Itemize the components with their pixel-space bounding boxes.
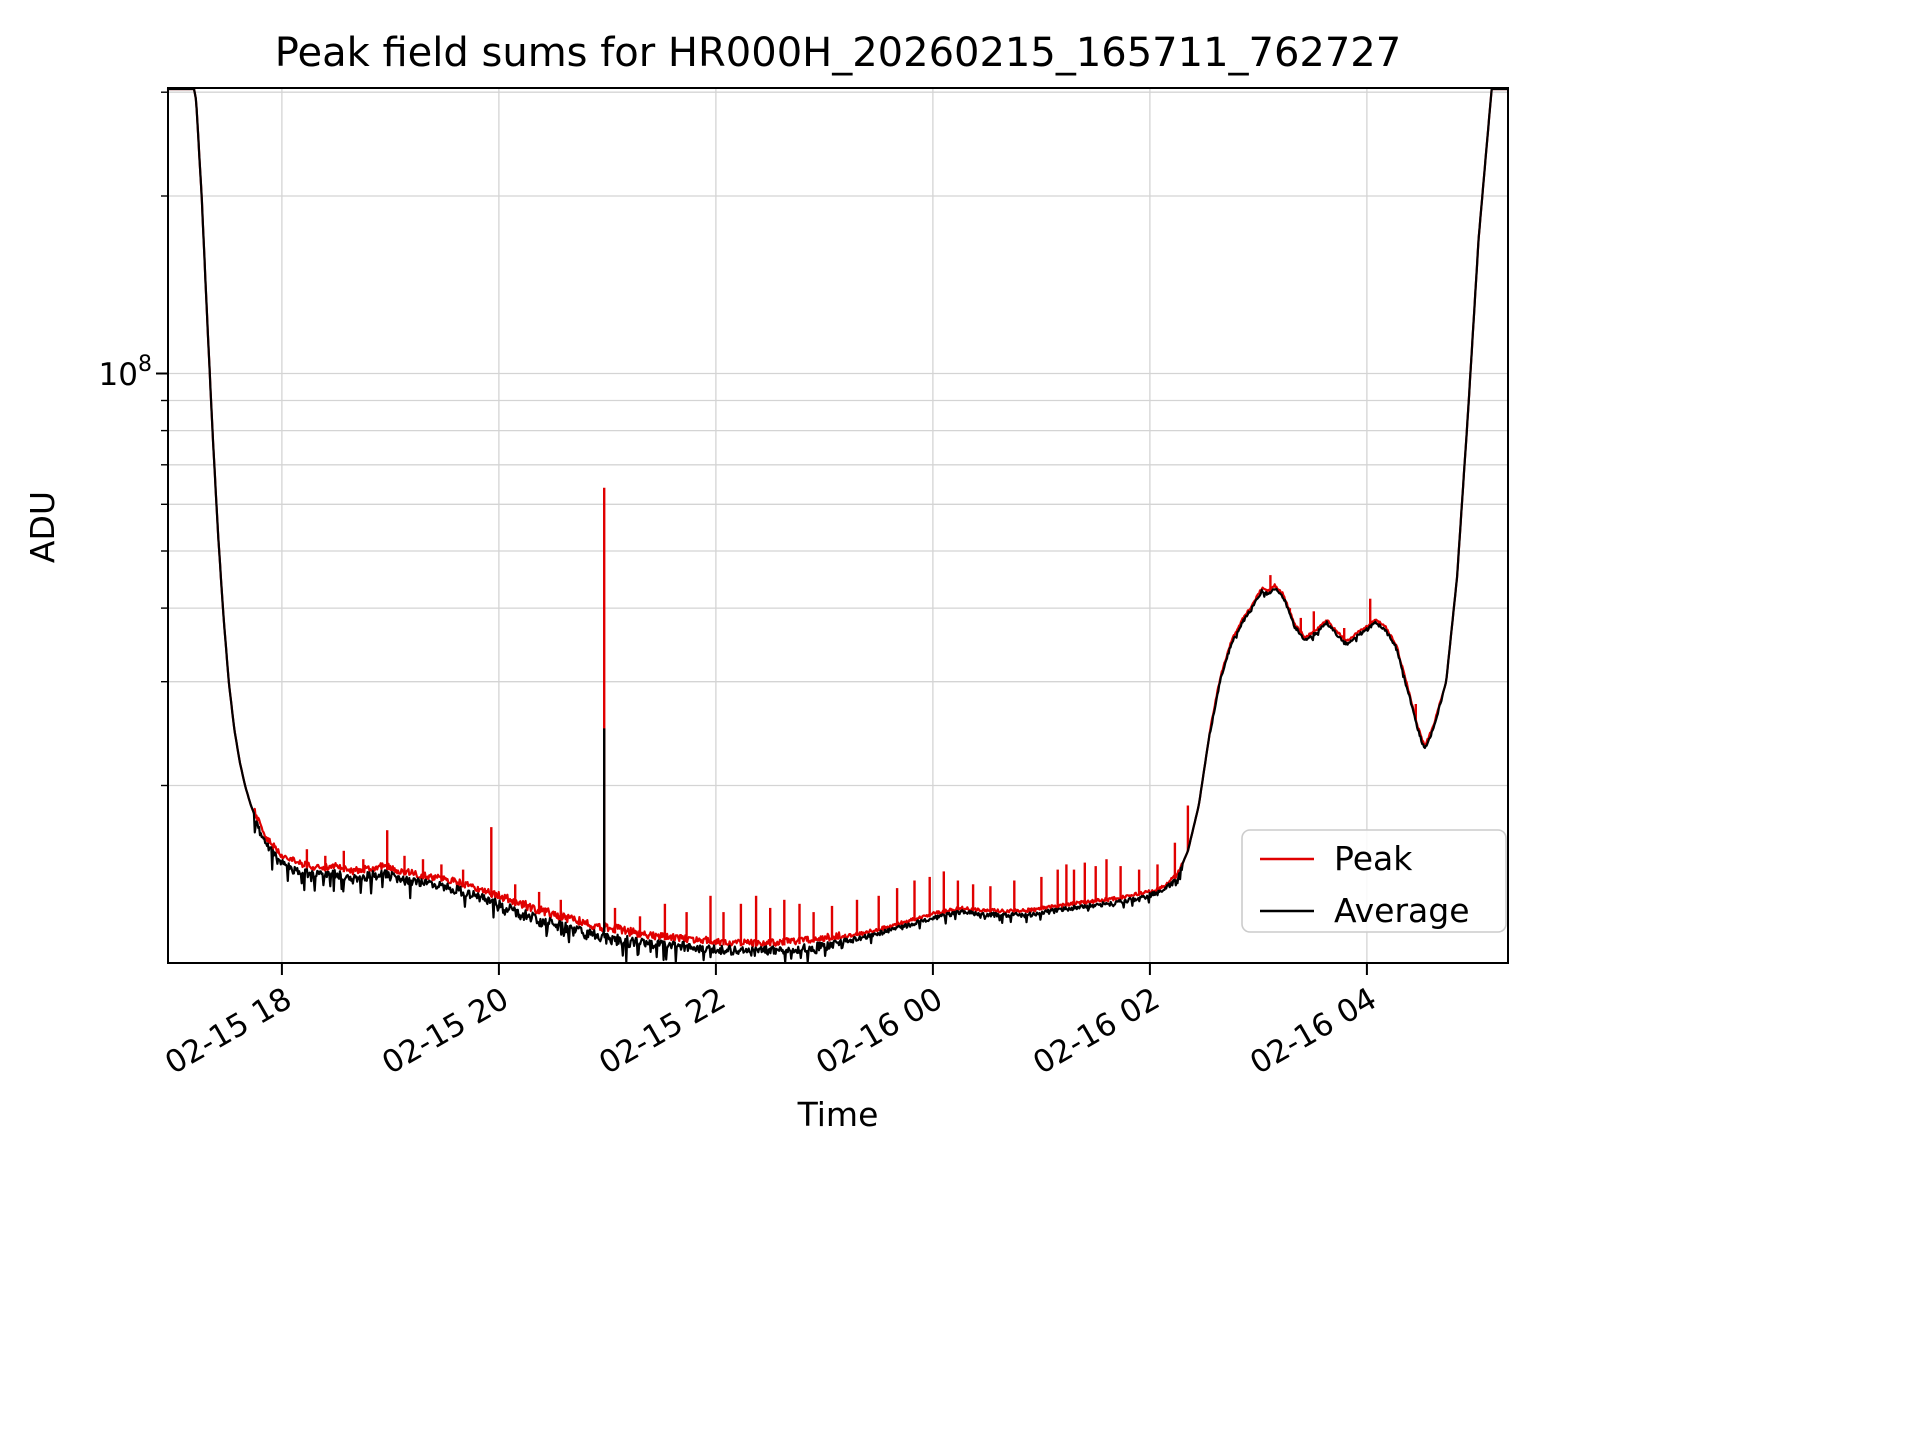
y-tick-label: 108 xyxy=(99,352,152,393)
peak-line xyxy=(166,87,1509,948)
plot-frame xyxy=(167,87,1509,964)
x-tick-label: 02-15 18 xyxy=(159,981,298,1082)
x-tick-label: 02-16 04 xyxy=(1244,981,1383,1082)
legend-box xyxy=(1241,829,1507,933)
grid-layer xyxy=(168,88,1508,963)
legend: Peak Average xyxy=(1241,829,1507,933)
x-axis-label: Time xyxy=(797,1095,879,1134)
x-tick-label: 02-16 02 xyxy=(1027,981,1166,1082)
chart-title: Peak field sums for HR000H_20260215_1657… xyxy=(275,30,1401,76)
average-line xyxy=(166,87,1509,964)
legend-label-average: Average xyxy=(1334,891,1470,930)
x-tick-label: 02-15 22 xyxy=(593,981,732,1082)
x-tick-label: 02-16 00 xyxy=(810,981,949,1082)
legend-label-peak: Peak xyxy=(1334,839,1413,878)
y-axis-label: ADU xyxy=(23,491,62,563)
x-tick-label: 02-15 20 xyxy=(376,981,515,1082)
series-layer xyxy=(166,87,1509,964)
